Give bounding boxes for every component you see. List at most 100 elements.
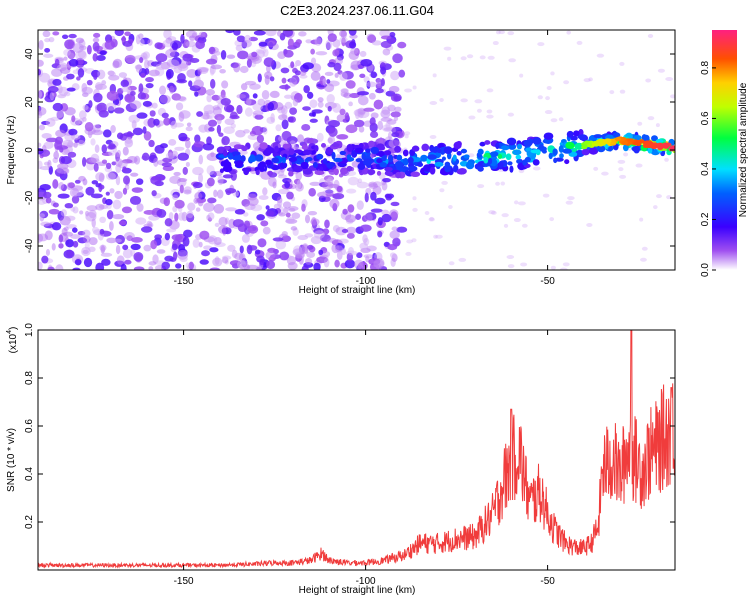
heatmap-cell bbox=[243, 168, 250, 176]
heatmap-cell bbox=[267, 170, 274, 176]
heatmap-cell bbox=[41, 255, 49, 264]
heatmap-cell bbox=[70, 134, 81, 140]
heatmap-cell bbox=[209, 247, 219, 253]
heatmap-cell bbox=[433, 234, 438, 239]
heatmap-cell bbox=[72, 206, 79, 214]
heatmap-cell bbox=[148, 261, 157, 266]
heatmap-cell bbox=[114, 30, 124, 37]
heatmap-cell bbox=[500, 145, 510, 151]
heatmap-cell bbox=[91, 226, 100, 233]
heatmap-cell bbox=[227, 152, 234, 160]
heatmap-cell bbox=[256, 214, 265, 221]
heatmap-cell bbox=[258, 41, 268, 47]
heatmap-cell bbox=[235, 129, 246, 138]
heatmap-cell bbox=[272, 237, 284, 242]
heatmap-cell bbox=[129, 195, 142, 205]
heatmap-cell bbox=[552, 148, 558, 156]
heatmap-cell bbox=[447, 56, 452, 61]
heatmap-cell bbox=[550, 265, 556, 270]
heatmap-cell bbox=[498, 161, 504, 169]
heatmap-cell bbox=[58, 62, 67, 69]
heatmap-cell bbox=[51, 243, 56, 251]
heatmap-cell bbox=[492, 41, 499, 46]
heatmap-cell bbox=[148, 266, 154, 270]
heatmap-cell bbox=[38, 69, 42, 76]
heatmap-cell bbox=[358, 125, 365, 133]
heatmap-cell bbox=[52, 31, 60, 36]
heatmap-cell bbox=[218, 216, 228, 227]
heatmap-cell bbox=[243, 129, 250, 134]
heatmap-cell bbox=[509, 165, 514, 173]
heatmap-cell bbox=[198, 154, 204, 165]
heatmap-cell bbox=[322, 189, 335, 195]
heatmap-cell bbox=[265, 210, 275, 217]
heatmap-cell bbox=[270, 112, 275, 123]
heatmap-cell bbox=[263, 57, 275, 67]
heatmap-cell bbox=[267, 176, 277, 187]
heatmap-cell bbox=[239, 65, 249, 74]
heatmap-cell bbox=[123, 175, 130, 185]
heatmap-cell bbox=[651, 135, 658, 142]
heatmap-cell bbox=[52, 202, 59, 208]
heatmap-cell bbox=[134, 155, 141, 165]
heatmap-cell bbox=[171, 234, 183, 241]
heatmap-cell bbox=[645, 78, 652, 83]
heatmap-cell bbox=[429, 146, 439, 154]
heatmap-cell bbox=[271, 157, 280, 164]
heatmap-cell bbox=[148, 139, 155, 148]
heatmap-cell bbox=[90, 193, 103, 199]
heatmap-cell bbox=[312, 161, 319, 168]
heatmap-cell bbox=[305, 157, 313, 162]
heatmap-cell bbox=[235, 44, 243, 52]
heatmap-cell bbox=[394, 95, 402, 102]
heatmap-cell bbox=[236, 93, 246, 99]
heatmap-cell bbox=[262, 187, 268, 196]
heatmap-cell bbox=[325, 146, 334, 155]
heatmap-cell bbox=[349, 93, 360, 99]
heatmap-cell bbox=[670, 147, 675, 152]
heatmap-cell bbox=[249, 154, 256, 162]
heatmap-cell bbox=[214, 222, 220, 228]
heatmap-cell bbox=[38, 89, 43, 99]
heatmap-cell bbox=[192, 238, 200, 248]
heatmap-cell bbox=[69, 187, 80, 198]
heatmap-cell bbox=[356, 252, 363, 259]
heatmap-cell bbox=[174, 212, 179, 222]
heatmap-cell bbox=[566, 130, 574, 138]
heatmap-cell bbox=[142, 126, 147, 134]
heatmap-cell bbox=[301, 265, 309, 270]
heatmap-cell bbox=[583, 78, 591, 83]
heatmap-cell bbox=[212, 50, 221, 56]
heatmap-cell bbox=[448, 261, 455, 266]
heatmap-cell bbox=[294, 149, 303, 154]
heatmap-cell bbox=[265, 205, 270, 210]
heatmap-cell bbox=[495, 181, 500, 186]
heatmap-cell bbox=[98, 172, 105, 183]
heatmap-cell bbox=[336, 185, 343, 193]
heatmap-cell bbox=[237, 223, 248, 232]
x-tick-label: -150 bbox=[174, 276, 194, 287]
heatmap-cell bbox=[234, 209, 246, 215]
colorbar-label: Normalized spectral amplitude bbox=[738, 82, 749, 217]
heatmap-cell bbox=[58, 243, 64, 249]
heatmap-cell bbox=[99, 50, 107, 56]
heatmap-cell bbox=[141, 152, 150, 161]
heatmap-cell bbox=[210, 64, 223, 70]
heatmap-cell bbox=[366, 245, 377, 252]
heatmap-cell bbox=[483, 156, 489, 164]
heatmap-cell bbox=[348, 30, 357, 36]
heatmap-cell bbox=[130, 249, 136, 257]
heatmap-cell bbox=[93, 92, 103, 103]
heatmap-cell bbox=[326, 93, 335, 104]
heatmap-cell bbox=[559, 153, 564, 159]
heatmap-cell bbox=[38, 200, 46, 206]
heatmap-cell bbox=[507, 112, 515, 117]
heatmap-cell bbox=[179, 255, 188, 263]
heatmap-cell bbox=[47, 266, 55, 270]
heatmap-cell bbox=[151, 190, 157, 197]
snr-scale-factor: (x104) bbox=[6, 327, 19, 354]
heatmap-cell bbox=[507, 264, 515, 269]
heatmap-cell bbox=[406, 239, 414, 244]
heatmap-cell bbox=[380, 78, 385, 87]
heatmap-cell bbox=[44, 230, 53, 241]
